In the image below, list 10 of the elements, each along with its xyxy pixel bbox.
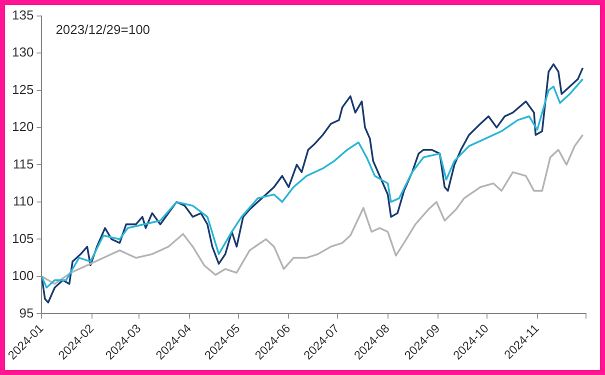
y-tick-label: 130 xyxy=(12,44,34,60)
y-tick-label: 125 xyxy=(12,82,34,97)
y-tick-label: 105 xyxy=(12,230,34,246)
y-tick-label: 110 xyxy=(12,194,34,209)
y-tick-label: 120 xyxy=(12,119,34,134)
y-tick-label: 115 xyxy=(12,156,34,172)
y-tick-label: 95 xyxy=(19,305,34,320)
annotation: 2023/12/29=100 xyxy=(56,22,150,37)
y-tick-label: 100 xyxy=(12,268,34,284)
y-tick-label: 135 xyxy=(12,7,34,22)
